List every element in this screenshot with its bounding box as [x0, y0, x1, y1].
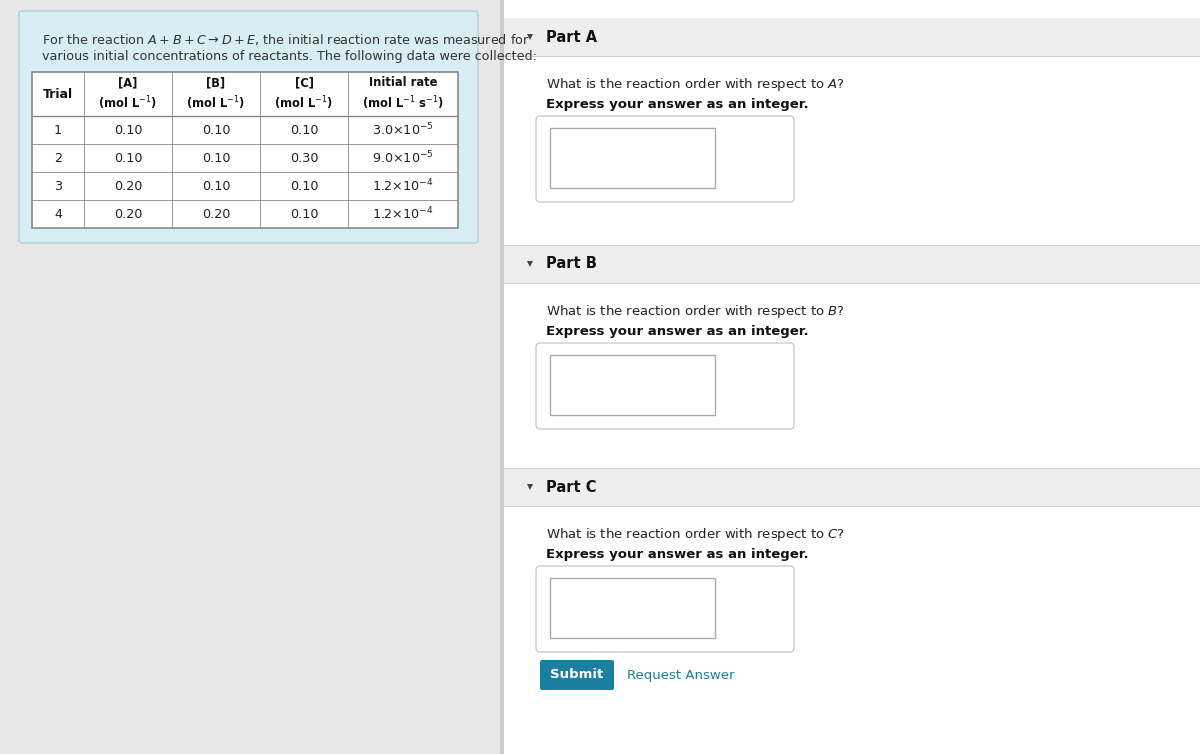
- Bar: [504, 56, 1200, 245]
- Bar: [550, 128, 715, 188]
- FancyBboxPatch shape: [536, 116, 794, 202]
- Text: What is the reaction order with respect to $\mathit{C}$?: What is the reaction order with respect …: [546, 526, 845, 543]
- Text: Part B: Part B: [546, 256, 596, 271]
- Text: 0.30: 0.30: [289, 152, 318, 164]
- Bar: [32, 72, 458, 228]
- Bar: [550, 578, 715, 638]
- Bar: [504, 0, 1200, 754]
- Text: 2: 2: [54, 152, 62, 164]
- Text: Express your answer as an integer.: Express your answer as an integer.: [546, 325, 809, 338]
- Bar: [504, 245, 1200, 283]
- Text: [C]
(mol L$^{-1}$): [C] (mol L$^{-1}$): [275, 76, 334, 112]
- Text: Request Answer: Request Answer: [628, 669, 734, 682]
- Text: Submit: Submit: [551, 669, 604, 682]
- Text: 1: 1: [54, 124, 62, 136]
- FancyBboxPatch shape: [540, 660, 614, 690]
- Text: 0.10: 0.10: [114, 124, 143, 136]
- Text: Express your answer as an integer.: Express your answer as an integer.: [546, 548, 809, 561]
- Text: 0.10: 0.10: [202, 124, 230, 136]
- Text: 0.10: 0.10: [289, 207, 318, 220]
- Text: 0.10: 0.10: [289, 179, 318, 192]
- Text: [B]
(mol L$^{-1}$): [B] (mol L$^{-1}$): [186, 76, 246, 112]
- Text: $3.0{\times}10^{-5}$: $3.0{\times}10^{-5}$: [372, 121, 434, 138]
- Text: Initial rate
(mol L$^{-1}$ s$^{-1}$): Initial rate (mol L$^{-1}$ s$^{-1}$): [362, 76, 444, 112]
- FancyBboxPatch shape: [536, 343, 794, 429]
- FancyBboxPatch shape: [19, 11, 478, 243]
- Text: 0.10: 0.10: [289, 124, 318, 136]
- Text: 0.10: 0.10: [202, 179, 230, 192]
- Text: 0.10: 0.10: [114, 152, 143, 164]
- Text: Part C: Part C: [546, 480, 596, 495]
- Text: What is the reaction order with respect to $\mathit{B}$?: What is the reaction order with respect …: [546, 303, 845, 320]
- Text: 4: 4: [54, 207, 62, 220]
- Bar: [500, 0, 504, 754]
- Bar: [504, 18, 1200, 56]
- Bar: [504, 283, 1200, 468]
- Text: $9.0{\times}10^{-5}$: $9.0{\times}10^{-5}$: [372, 150, 434, 167]
- Text: What is the reaction order with respect to $\mathit{A}$?: What is the reaction order with respect …: [546, 76, 845, 93]
- Bar: [504, 468, 1200, 506]
- Text: 0.20: 0.20: [114, 207, 142, 220]
- Text: For the reaction $A + B + C{\rightarrow}D + E$, the initial reaction rate was me: For the reaction $A + B + C{\rightarrow}…: [42, 32, 529, 47]
- Bar: [550, 355, 715, 415]
- Text: Trial: Trial: [43, 87, 73, 100]
- Text: $1.2{\times}10^{-4}$: $1.2{\times}10^{-4}$: [372, 178, 433, 195]
- Text: Part A: Part A: [546, 29, 598, 44]
- Text: 0.20: 0.20: [202, 207, 230, 220]
- Text: 3: 3: [54, 179, 62, 192]
- Text: Express your answer as an integer.: Express your answer as an integer.: [546, 98, 809, 111]
- Text: $1.2{\times}10^{-4}$: $1.2{\times}10^{-4}$: [372, 206, 433, 222]
- Bar: [504, 506, 1200, 754]
- Text: [A]
(mol L$^{-1}$): [A] (mol L$^{-1}$): [98, 76, 157, 112]
- FancyBboxPatch shape: [536, 566, 794, 652]
- Text: various initial concentrations of reactants. The following data were collected:: various initial concentrations of reacta…: [42, 50, 538, 63]
- Text: 0.10: 0.10: [202, 152, 230, 164]
- Text: 0.20: 0.20: [114, 179, 142, 192]
